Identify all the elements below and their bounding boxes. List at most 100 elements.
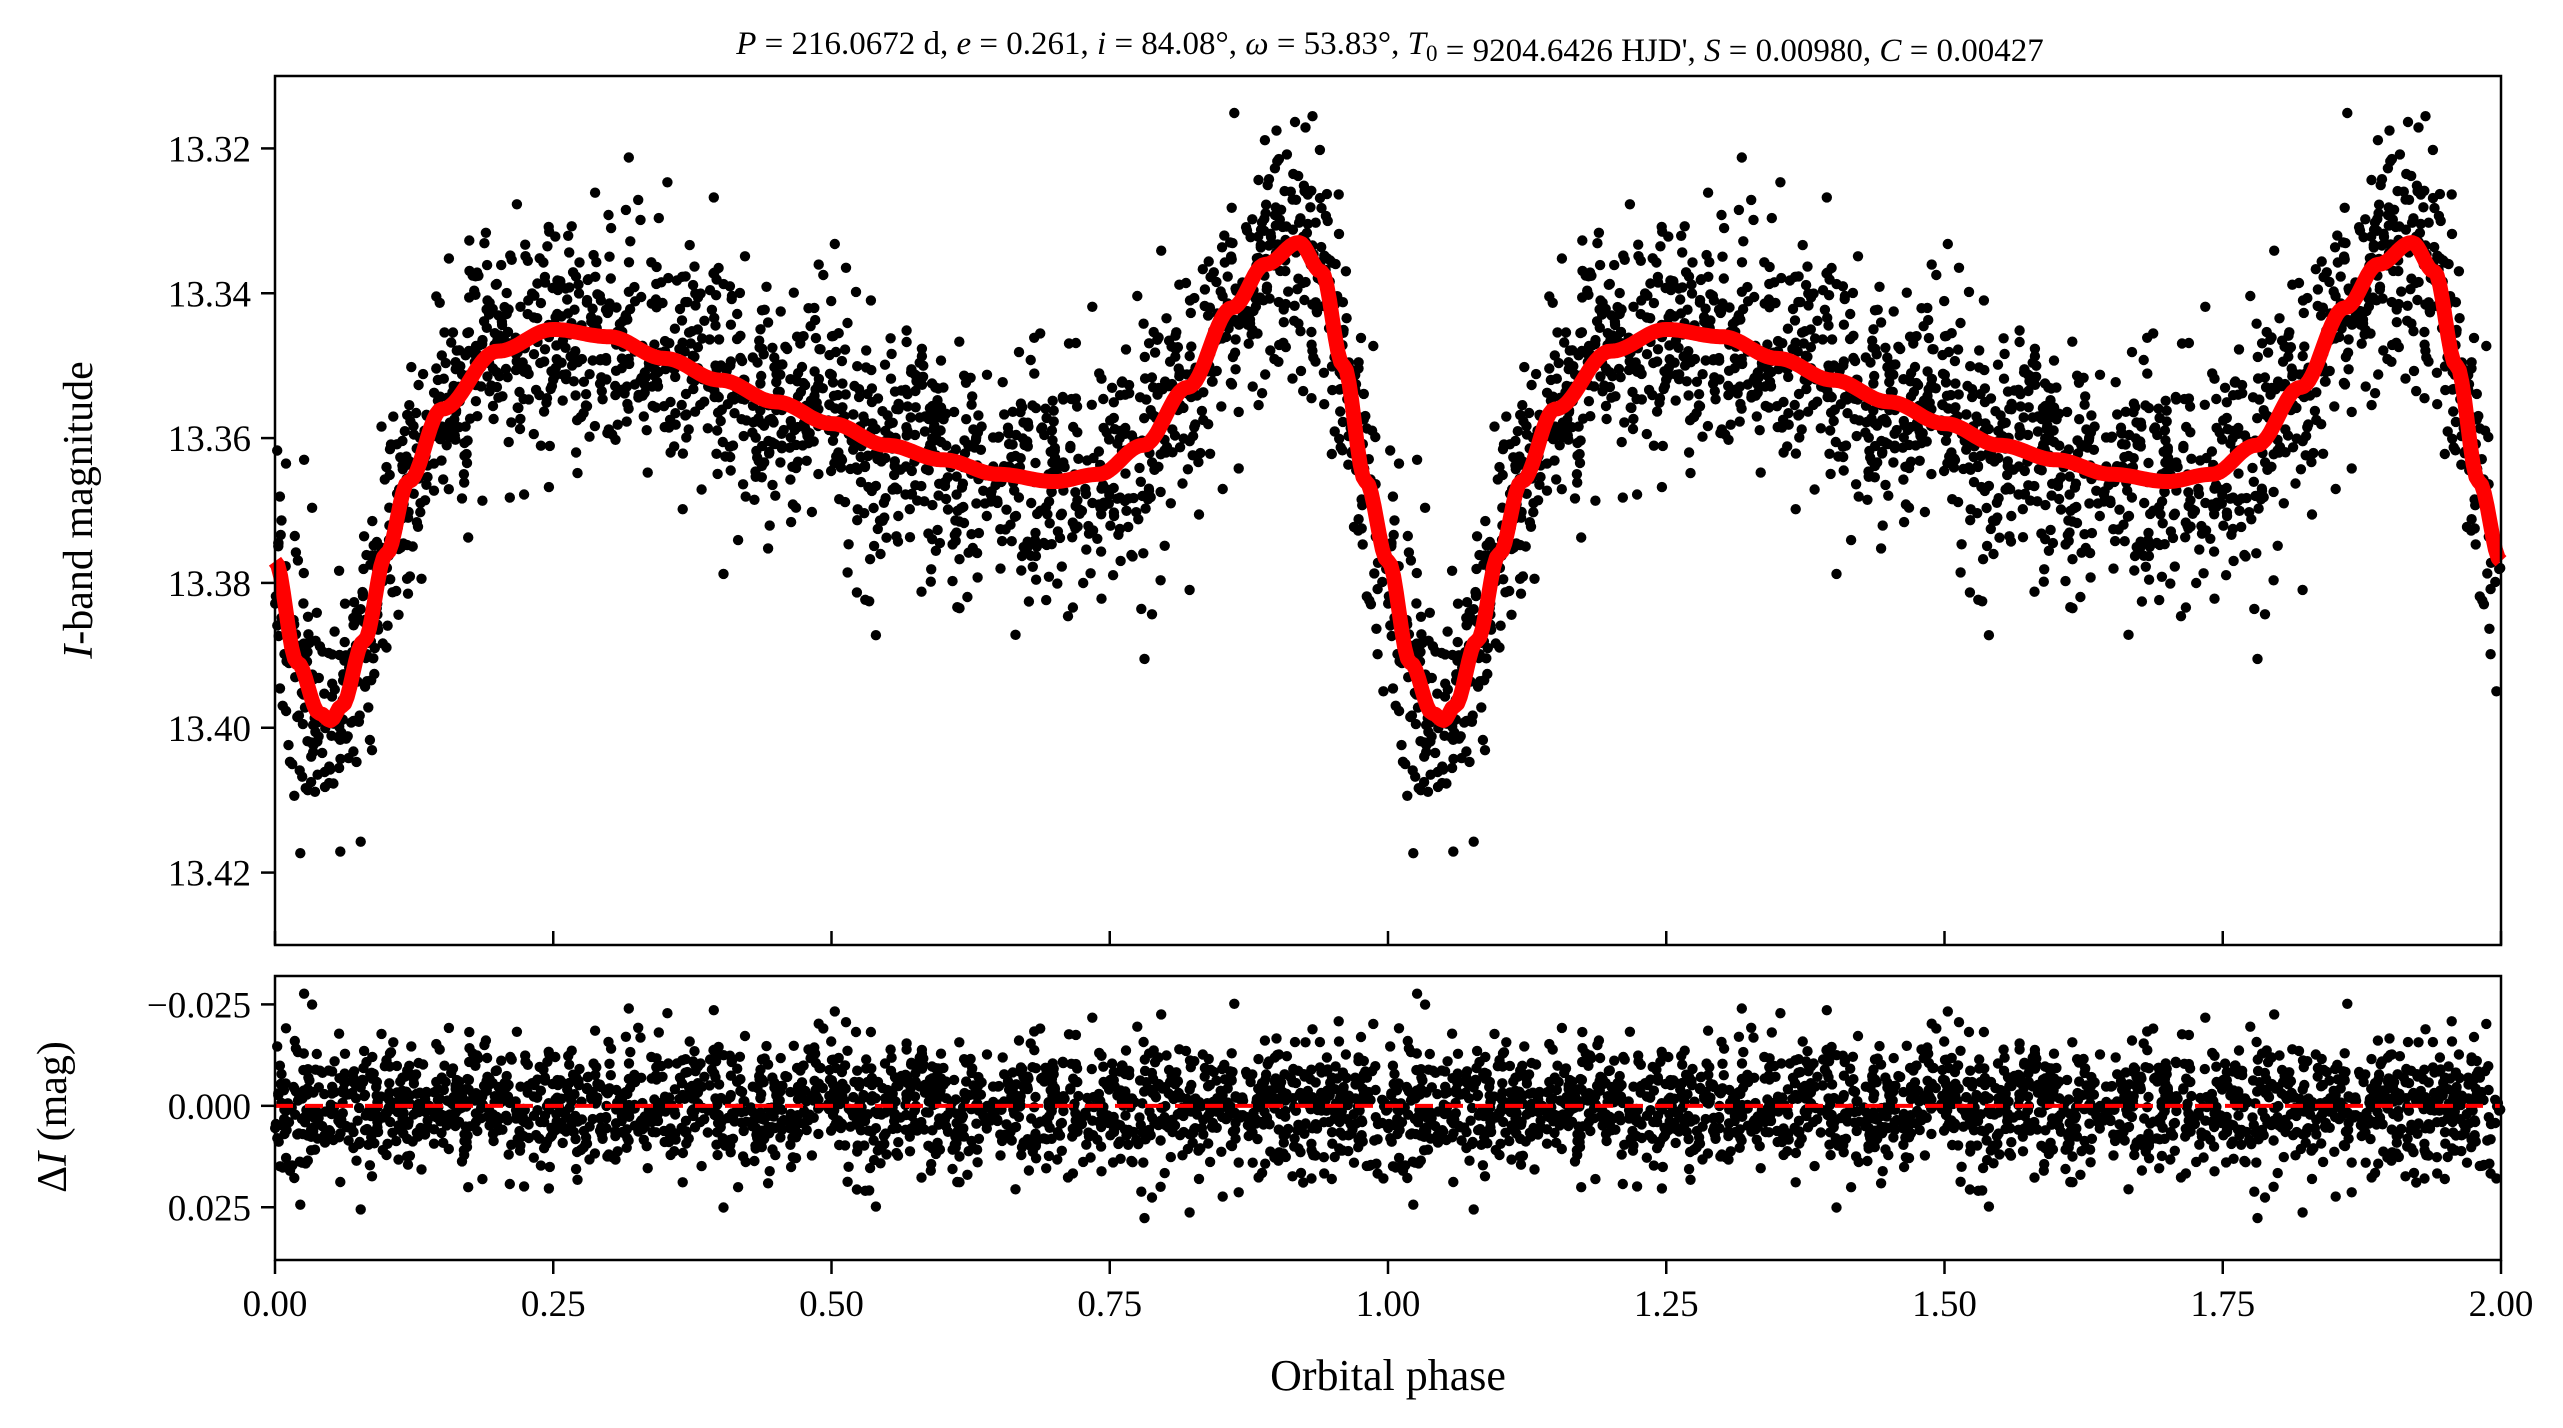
data-point	[2221, 412, 2232, 424]
data-point	[1963, 286, 1975, 298]
data-point	[274, 683, 286, 694]
data-point	[1278, 317, 1290, 328]
data-point	[2006, 510, 2017, 522]
data-point	[2272, 540, 2283, 551]
data-point	[2338, 377, 2350, 389]
data-point	[1152, 334, 1163, 345]
data-point	[2295, 464, 2307, 475]
data-point	[1825, 407, 1837, 418]
data-point	[1972, 460, 1984, 472]
data-point	[1796, 424, 1807, 435]
data-point	[339, 598, 351, 609]
data-point	[623, 403, 634, 414]
data-point	[1872, 457, 1883, 468]
data-point	[2106, 431, 2118, 442]
data-point	[1580, 270, 1591, 281]
data-point	[2297, 350, 2308, 362]
data-point	[1732, 388, 1743, 399]
data-point	[1992, 359, 2004, 370]
data-point	[484, 297, 495, 308]
data-point	[1948, 462, 1960, 473]
residual-point	[1078, 1156, 1089, 1168]
data-point	[1155, 575, 1166, 586]
residual-point	[1541, 1138, 1553, 1149]
data-point	[455, 361, 466, 372]
data-point	[1226, 254, 1237, 265]
residual-point	[272, 1041, 283, 1052]
data-point	[1426, 731, 1437, 742]
data-point	[1737, 304, 1749, 315]
data-point	[642, 467, 653, 478]
data-point	[1013, 346, 1025, 358]
residual-point	[1385, 1041, 1396, 1052]
data-point	[2160, 457, 2171, 468]
data-point	[1882, 438, 1894, 450]
data-point	[865, 295, 877, 306]
data-point	[1262, 179, 1273, 191]
data-point	[1273, 356, 1284, 367]
data-point	[711, 448, 722, 459]
data-point	[2019, 489, 2030, 500]
data-point	[712, 407, 724, 418]
data-point	[1999, 348, 2010, 360]
data-point	[1101, 427, 1112, 438]
data-point	[2252, 373, 2264, 384]
data-point	[542, 241, 553, 252]
data-point	[1998, 333, 2009, 344]
data-point	[1521, 420, 1532, 432]
data-point	[1494, 642, 1505, 653]
data-point	[1686, 288, 1698, 299]
data-point	[1095, 546, 1107, 557]
residual-point	[2268, 1135, 2279, 1146]
data-point	[1746, 194, 1757, 206]
data-point	[610, 389, 621, 401]
data-point	[2429, 202, 2440, 214]
data-point	[1826, 334, 1838, 345]
data-point	[596, 386, 607, 397]
data-point	[1253, 174, 1264, 186]
data-point	[802, 430, 813, 442]
data-point	[1941, 390, 1953, 401]
data-point	[2332, 230, 2343, 241]
data-point	[298, 567, 309, 579]
data-point	[1243, 338, 1254, 349]
residual-point	[2453, 1049, 2465, 1060]
data-point	[735, 330, 746, 341]
data-point	[1193, 456, 1204, 468]
data-point	[618, 315, 629, 326]
data-point	[2384, 125, 2395, 136]
data-point	[1202, 310, 1214, 321]
data-point	[371, 536, 382, 548]
residual-point	[1204, 1156, 1216, 1168]
residual-point	[1471, 1045, 1483, 1057]
data-point	[539, 271, 551, 283]
data-point	[891, 484, 903, 495]
data-point	[302, 611, 314, 622]
data-point	[1822, 312, 1833, 324]
data-point	[2183, 487, 2194, 498]
data-point	[408, 429, 420, 440]
data-point	[1912, 421, 1924, 433]
data-point	[1230, 364, 1241, 375]
data-point	[1307, 299, 1318, 310]
data-point	[2110, 377, 2121, 388]
data-point	[2045, 524, 2056, 536]
data-point	[975, 444, 987, 455]
data-point	[2484, 623, 2495, 634]
data-point	[1244, 314, 1256, 325]
data-point	[2252, 351, 2263, 363]
data-point	[1528, 507, 1539, 518]
data-point	[671, 275, 683, 286]
data-point	[842, 317, 853, 329]
data-point	[1709, 372, 1720, 383]
data-point	[923, 528, 934, 539]
data-point	[2014, 336, 2025, 348]
data-point	[2130, 402, 2141, 413]
data-point	[1184, 584, 1195, 596]
data-point	[2017, 532, 2029, 543]
data-point	[1396, 739, 1407, 751]
data-point	[2406, 170, 2417, 182]
data-point	[2218, 520, 2229, 531]
data-point	[2300, 430, 2312, 442]
